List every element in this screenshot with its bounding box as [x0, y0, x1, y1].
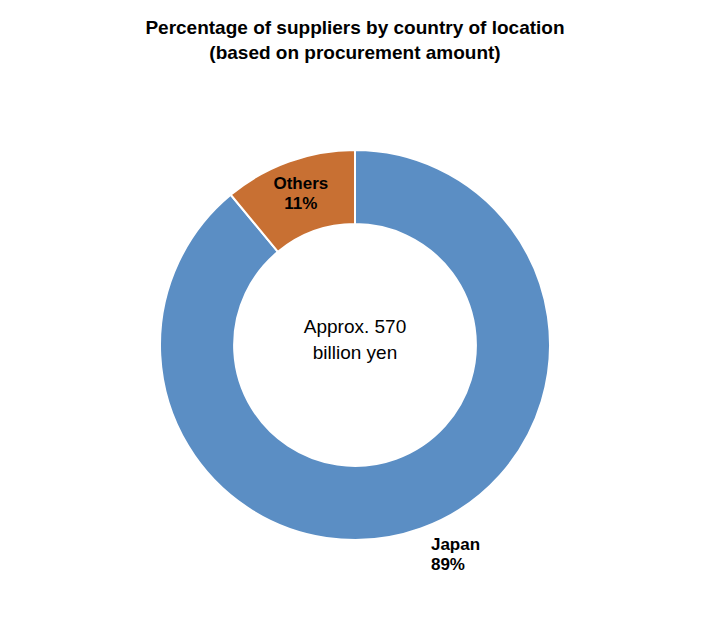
- title-line: Percentage of suppliers by country of lo…: [145, 17, 564, 38]
- center-text: billion yen: [313, 342, 398, 363]
- slice: [160, 150, 550, 540]
- slices: [160, 150, 550, 540]
- chart: Percentage of suppliers by country of lo…: [0, 0, 710, 619]
- data-labels: Japan89% Others11%: [273, 174, 480, 574]
- slice-value-label: 11%: [284, 194, 317, 213]
- center-text: Approx. 570: [304, 316, 406, 337]
- slice: [231, 150, 355, 252]
- slice-label: Japan: [431, 535, 480, 554]
- title-line: (based on procurement amount): [209, 42, 500, 63]
- slice-value-label: 89%: [431, 555, 465, 574]
- donut: Japan89% Others11% Approx. 570 billion yen: [160, 150, 550, 574]
- title: Percentage of suppliers by country of lo…: [145, 17, 564, 63]
- slice-label: Others: [273, 174, 328, 193]
